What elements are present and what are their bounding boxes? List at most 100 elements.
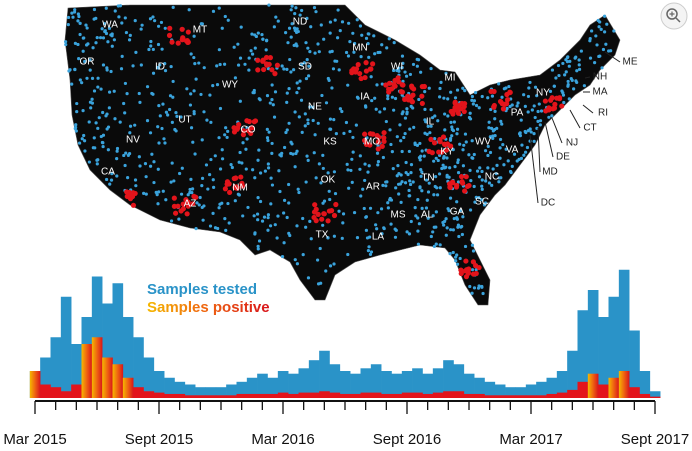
positive-dot xyxy=(355,61,361,68)
sample-dot xyxy=(96,126,100,130)
sample-dot xyxy=(526,110,530,114)
sample-dot xyxy=(367,55,371,59)
positive-dot xyxy=(463,174,469,180)
sample-dot xyxy=(68,68,72,72)
sample-dot xyxy=(123,81,128,86)
bar xyxy=(174,381,186,398)
sample-dot xyxy=(510,103,514,107)
sample-dot xyxy=(396,164,400,168)
sample-dot xyxy=(374,223,378,227)
sample-dot xyxy=(261,37,265,41)
sample-dot xyxy=(267,130,271,134)
sample-dot xyxy=(386,94,390,98)
sample-dot xyxy=(502,87,506,91)
sample-dot xyxy=(160,47,164,51)
bar xyxy=(277,392,289,398)
sample-dot xyxy=(118,4,123,8)
state-label: LA xyxy=(372,232,385,243)
sample-dot xyxy=(312,151,316,155)
sample-dot xyxy=(348,129,352,134)
bar xyxy=(432,368,444,398)
sample-dot xyxy=(265,136,270,140)
bar xyxy=(102,357,113,398)
sample-dot xyxy=(382,107,387,111)
positive-dot xyxy=(361,137,368,144)
sample-dot xyxy=(461,148,465,152)
sample-dot xyxy=(272,25,276,29)
sample-dot xyxy=(194,77,198,81)
sample-dot xyxy=(468,111,472,115)
sample-dot xyxy=(137,155,141,159)
sample-dot xyxy=(297,86,301,90)
bar xyxy=(153,371,165,398)
sample-dot xyxy=(126,176,130,180)
sample-dot xyxy=(213,226,218,230)
sample-dot xyxy=(113,9,117,13)
sample-dot xyxy=(403,131,407,136)
sample-dot xyxy=(279,154,283,158)
sample-dot xyxy=(340,109,344,114)
sample-dot xyxy=(243,62,247,66)
sample-dot xyxy=(144,192,148,196)
sample-dot xyxy=(392,68,396,73)
sample-dot xyxy=(499,119,503,123)
bar xyxy=(577,310,589,398)
bar xyxy=(525,395,537,398)
sample-dot xyxy=(84,23,88,27)
sample-dot xyxy=(337,68,341,72)
sample-dot xyxy=(209,120,213,124)
sample-dot xyxy=(200,176,205,180)
bar xyxy=(598,384,609,398)
sample-dot xyxy=(250,32,254,36)
sample-dot xyxy=(567,97,571,101)
sample-dot xyxy=(532,132,536,136)
sample-dot xyxy=(134,50,138,54)
positive-dot xyxy=(183,197,189,203)
bar xyxy=(350,393,361,398)
bar xyxy=(215,387,227,398)
positive-dot xyxy=(175,40,181,46)
sample-dot xyxy=(156,167,160,171)
sample-dot xyxy=(427,181,431,185)
sample-dot xyxy=(573,56,577,60)
sample-dot xyxy=(158,114,162,118)
sample-dot xyxy=(120,54,124,58)
sample-dot xyxy=(432,225,436,229)
sample-dot xyxy=(351,150,355,154)
positive-dot xyxy=(180,201,186,207)
sample-dot xyxy=(384,180,388,184)
positive-dot xyxy=(178,208,184,214)
state-label: ME xyxy=(623,57,638,68)
sample-dot xyxy=(340,236,344,240)
positive-dot xyxy=(543,108,549,114)
positive-dot xyxy=(451,107,457,114)
bar xyxy=(494,395,506,398)
state-label: CA xyxy=(101,167,115,178)
sample-dot xyxy=(232,45,236,49)
sample-dot xyxy=(173,127,177,132)
sample-dot xyxy=(90,101,94,105)
sample-dot xyxy=(91,46,95,50)
zoom-button[interactable] xyxy=(660,2,688,30)
sample-dot xyxy=(191,140,195,144)
bar xyxy=(60,391,72,398)
sample-dot xyxy=(320,93,324,98)
sample-dot xyxy=(420,170,424,174)
sample-dot xyxy=(342,131,346,135)
sample-dot xyxy=(299,98,304,102)
sample-dot xyxy=(140,23,144,27)
state-label: NE xyxy=(308,102,322,113)
sample-dot xyxy=(78,78,82,82)
sample-dot xyxy=(360,33,364,37)
sample-dot xyxy=(89,106,93,110)
sample-dot xyxy=(239,25,243,29)
sample-dot xyxy=(486,166,490,170)
sample-dot xyxy=(471,102,475,106)
sample-dot xyxy=(409,219,413,224)
sample-dot xyxy=(314,10,318,14)
positive-dot xyxy=(431,140,438,146)
positive-dot xyxy=(363,68,370,74)
state-label: WY xyxy=(222,80,238,91)
positive-dot xyxy=(185,203,191,209)
sample-dot xyxy=(163,141,167,145)
